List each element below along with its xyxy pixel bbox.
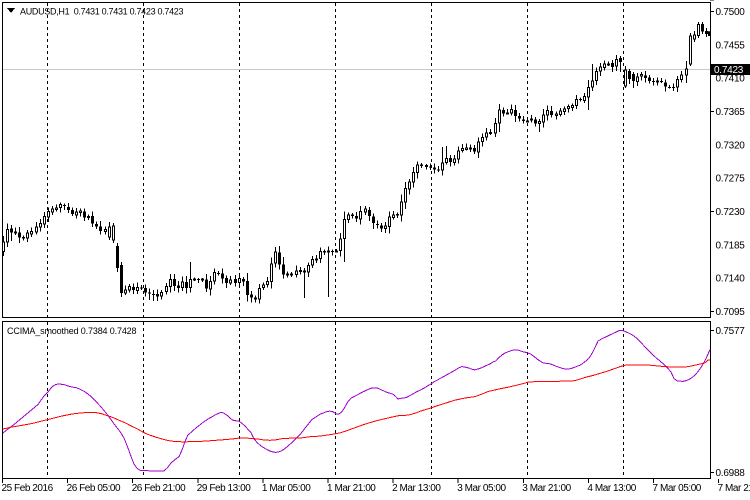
svg-text:4 Mar 13:00: 4 Mar 13:00: [587, 483, 636, 494]
svg-text:1 Mar 05:00: 1 Mar 05:00: [262, 483, 311, 494]
svg-text:0.7410: 0.7410: [716, 74, 746, 85]
svg-text:7 Mar 21:00: 7 Mar 21:00: [718, 483, 750, 494]
svg-text:0.7500: 0.7500: [716, 7, 746, 18]
svg-text:25 Feb 2016: 25 Feb 2016: [2, 483, 54, 494]
svg-text:AUDUSD,H1 0.7431 0.7431 0.742: AUDUSD,H1 0.7431 0.7431 0.7423 0.7423: [20, 7, 184, 17]
svg-text:3 Mar 05:00: 3 Mar 05:00: [457, 483, 506, 494]
svg-text:0.7577: 0.7577: [716, 326, 746, 337]
svg-text:1 Mar 21:00: 1 Mar 21:00: [327, 483, 376, 494]
svg-text:0.7423: 0.7423: [714, 65, 744, 76]
svg-text:0.7140: 0.7140: [716, 274, 746, 285]
svg-text:2 Mar 13:00: 2 Mar 13:00: [392, 483, 441, 494]
svg-text:0.7365: 0.7365: [716, 107, 746, 118]
svg-text:0.7455: 0.7455: [716, 40, 746, 51]
svg-text:CCIMA_smoothed 0.7384 0.7428: CCIMA_smoothed 0.7384 0.7428: [7, 326, 137, 336]
svg-text:0.7320: 0.7320: [716, 140, 746, 151]
svg-text:29 Feb 13:00: 29 Feb 13:00: [197, 483, 251, 494]
svg-text:0.7230: 0.7230: [716, 207, 746, 218]
svg-text:0.6988: 0.6988: [716, 468, 746, 479]
svg-text:0.7275: 0.7275: [716, 174, 746, 185]
svg-text:0.7095: 0.7095: [716, 307, 746, 318]
svg-text:3 Mar 21:00: 3 Mar 21:00: [522, 483, 571, 494]
svg-text:26 Feb 21:00: 26 Feb 21:00: [132, 483, 186, 494]
svg-text:7 Mar 05:00: 7 Mar 05:00: [653, 483, 702, 494]
svg-text:26 Feb 05:00: 26 Feb 05:00: [67, 483, 121, 494]
svg-text:0.7185: 0.7185: [716, 240, 746, 251]
